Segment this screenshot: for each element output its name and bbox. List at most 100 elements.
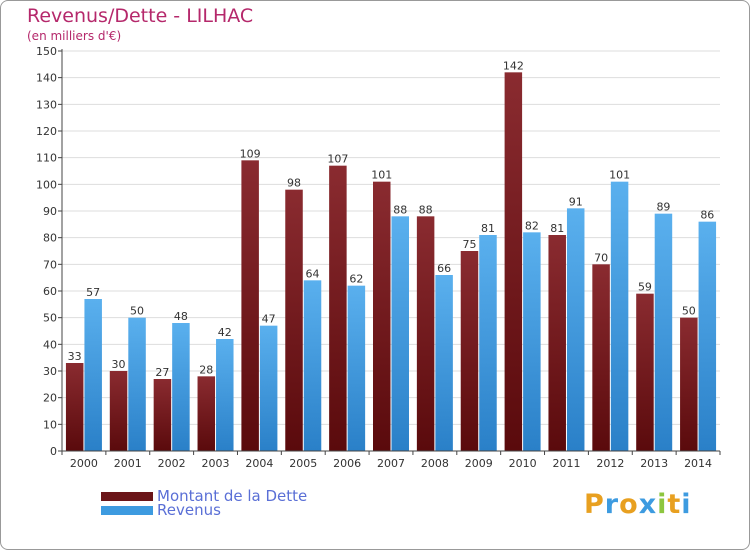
x-tick-label: 2000 bbox=[70, 457, 98, 470]
y-tick-label: 10 bbox=[43, 418, 57, 431]
bar-revenus bbox=[259, 325, 278, 451]
y-tick-label: 110 bbox=[36, 152, 57, 165]
bar-revenus bbox=[172, 323, 190, 451]
x-tick-label: 2012 bbox=[596, 457, 624, 470]
data-label-revenus: 82 bbox=[525, 219, 539, 232]
y-tick-label: 80 bbox=[43, 232, 57, 245]
y-tick-label: 30 bbox=[43, 365, 57, 378]
data-label-revenus: 91 bbox=[569, 195, 583, 208]
y-tick-label: 40 bbox=[43, 338, 57, 351]
bar-revenus bbox=[435, 275, 453, 451]
y-tick-label: 130 bbox=[36, 98, 57, 111]
x-tick-label: 2009 bbox=[465, 457, 493, 470]
bar-revenus bbox=[566, 208, 585, 451]
legend-swatch-revenus bbox=[101, 505, 153, 515]
data-label-revenus: 50 bbox=[130, 305, 144, 318]
data-label-revenus: 64 bbox=[306, 267, 320, 280]
data-label-debt: 109 bbox=[240, 147, 261, 160]
data-label-revenus: 66 bbox=[437, 262, 451, 275]
x-tick-label: 2013 bbox=[640, 457, 668, 470]
data-label-debt: 98 bbox=[287, 177, 301, 190]
proxiti-logo: Proxiti bbox=[584, 489, 692, 520]
y-tick-label: 100 bbox=[36, 178, 57, 191]
data-label-revenus: 89 bbox=[656, 201, 670, 214]
data-label-debt: 107 bbox=[327, 153, 348, 166]
data-label-debt: 50 bbox=[682, 305, 696, 318]
bar-revenus bbox=[216, 339, 234, 451]
data-label-debt: 101 bbox=[371, 169, 392, 182]
data-label-debt: 28 bbox=[199, 363, 213, 376]
y-tick-label: 140 bbox=[36, 72, 57, 85]
bar-debt bbox=[636, 293, 654, 451]
data-label-revenus: 62 bbox=[349, 273, 363, 286]
legend-label-debt: Montant de la Dette bbox=[157, 487, 308, 505]
data-label-debt: 59 bbox=[638, 281, 652, 294]
logo-letter: t bbox=[667, 489, 682, 520]
data-label-debt: 81 bbox=[550, 222, 564, 235]
bar-revenus bbox=[479, 235, 497, 451]
data-label-debt: 27 bbox=[155, 366, 169, 379]
y-tick-label: 150 bbox=[36, 45, 57, 58]
legend-item-debt: Montant de la Dette bbox=[101, 487, 308, 505]
bar-debt bbox=[504, 72, 523, 451]
bar-debt bbox=[416, 216, 435, 451]
axes: 0 10 20 30 40 50 60 70 80 90 100 110 120 130 140 150 200… bbox=[36, 45, 721, 470]
legend-label-revenus: Revenus bbox=[157, 501, 221, 519]
x-tick-label: 2006 bbox=[333, 457, 361, 470]
bar-debt bbox=[109, 371, 128, 451]
x-tick-label: 2014 bbox=[684, 457, 712, 470]
bar-revenus bbox=[347, 285, 366, 451]
bar-debt bbox=[153, 379, 172, 451]
data-label-debt: 30 bbox=[112, 358, 126, 371]
bar-debt bbox=[373, 181, 391, 451]
data-label-debt: 88 bbox=[419, 203, 433, 216]
data-labels: 33 57 30 50 27 48 28 42 109 47 98 64 107 62 101 88 88 66 7… bbox=[68, 59, 715, 379]
chart-subtitle: (en milliers d'€) bbox=[27, 29, 122, 43]
logo-letter: i bbox=[657, 489, 668, 520]
legend-swatch-debt bbox=[101, 491, 153, 501]
data-label-debt: 142 bbox=[503, 59, 524, 72]
logo-letter: P bbox=[584, 489, 605, 520]
bar-debt bbox=[680, 317, 698, 451]
x-tick-label: 2008 bbox=[421, 457, 449, 470]
x-tick-label: 2011 bbox=[552, 457, 580, 470]
bar-debt bbox=[592, 264, 610, 451]
y-tick-label: 20 bbox=[43, 392, 57, 405]
y-tick-label: 0 bbox=[50, 445, 57, 458]
bar-revenus bbox=[698, 221, 717, 451]
data-label-revenus: 42 bbox=[218, 326, 232, 339]
x-tick-label: 2007 bbox=[377, 457, 405, 470]
bar-revenus bbox=[610, 181, 629, 451]
bar-revenus bbox=[84, 299, 102, 451]
chart-title: Revenus/Dette - LILHAC bbox=[27, 5, 254, 27]
logo-letter: r bbox=[604, 489, 620, 520]
y-tick-label: 120 bbox=[36, 125, 57, 138]
data-label-revenus: 48 bbox=[174, 310, 188, 323]
data-label-debt: 75 bbox=[462, 238, 476, 251]
bar-revenus bbox=[523, 232, 541, 451]
bar-debt bbox=[460, 251, 479, 451]
y-tick-label: 50 bbox=[43, 312, 57, 325]
data-label-debt: 70 bbox=[594, 251, 608, 264]
data-label-revenus: 101 bbox=[609, 169, 630, 182]
y-tick-label: 90 bbox=[43, 205, 57, 218]
bar-debt bbox=[241, 160, 259, 452]
logo-letter: x bbox=[638, 489, 658, 520]
bar-debt bbox=[329, 165, 347, 451]
bar-debt bbox=[285, 189, 303, 451]
bars bbox=[65, 72, 717, 452]
x-tick-label: 2003 bbox=[202, 457, 230, 470]
data-label-revenus: 86 bbox=[700, 209, 714, 222]
data-label-revenus: 57 bbox=[86, 286, 100, 299]
x-tick-label: 2005 bbox=[289, 457, 317, 470]
bar-revenus bbox=[303, 280, 322, 451]
bar-debt bbox=[548, 235, 566, 451]
x-tick-label: 2002 bbox=[158, 457, 186, 470]
y-tick-label: 70 bbox=[43, 258, 57, 271]
logo-letter: i bbox=[681, 489, 692, 520]
legend-item-revenus: Revenus bbox=[101, 501, 221, 519]
bar-revenus bbox=[128, 317, 146, 451]
bar-debt bbox=[197, 376, 216, 451]
